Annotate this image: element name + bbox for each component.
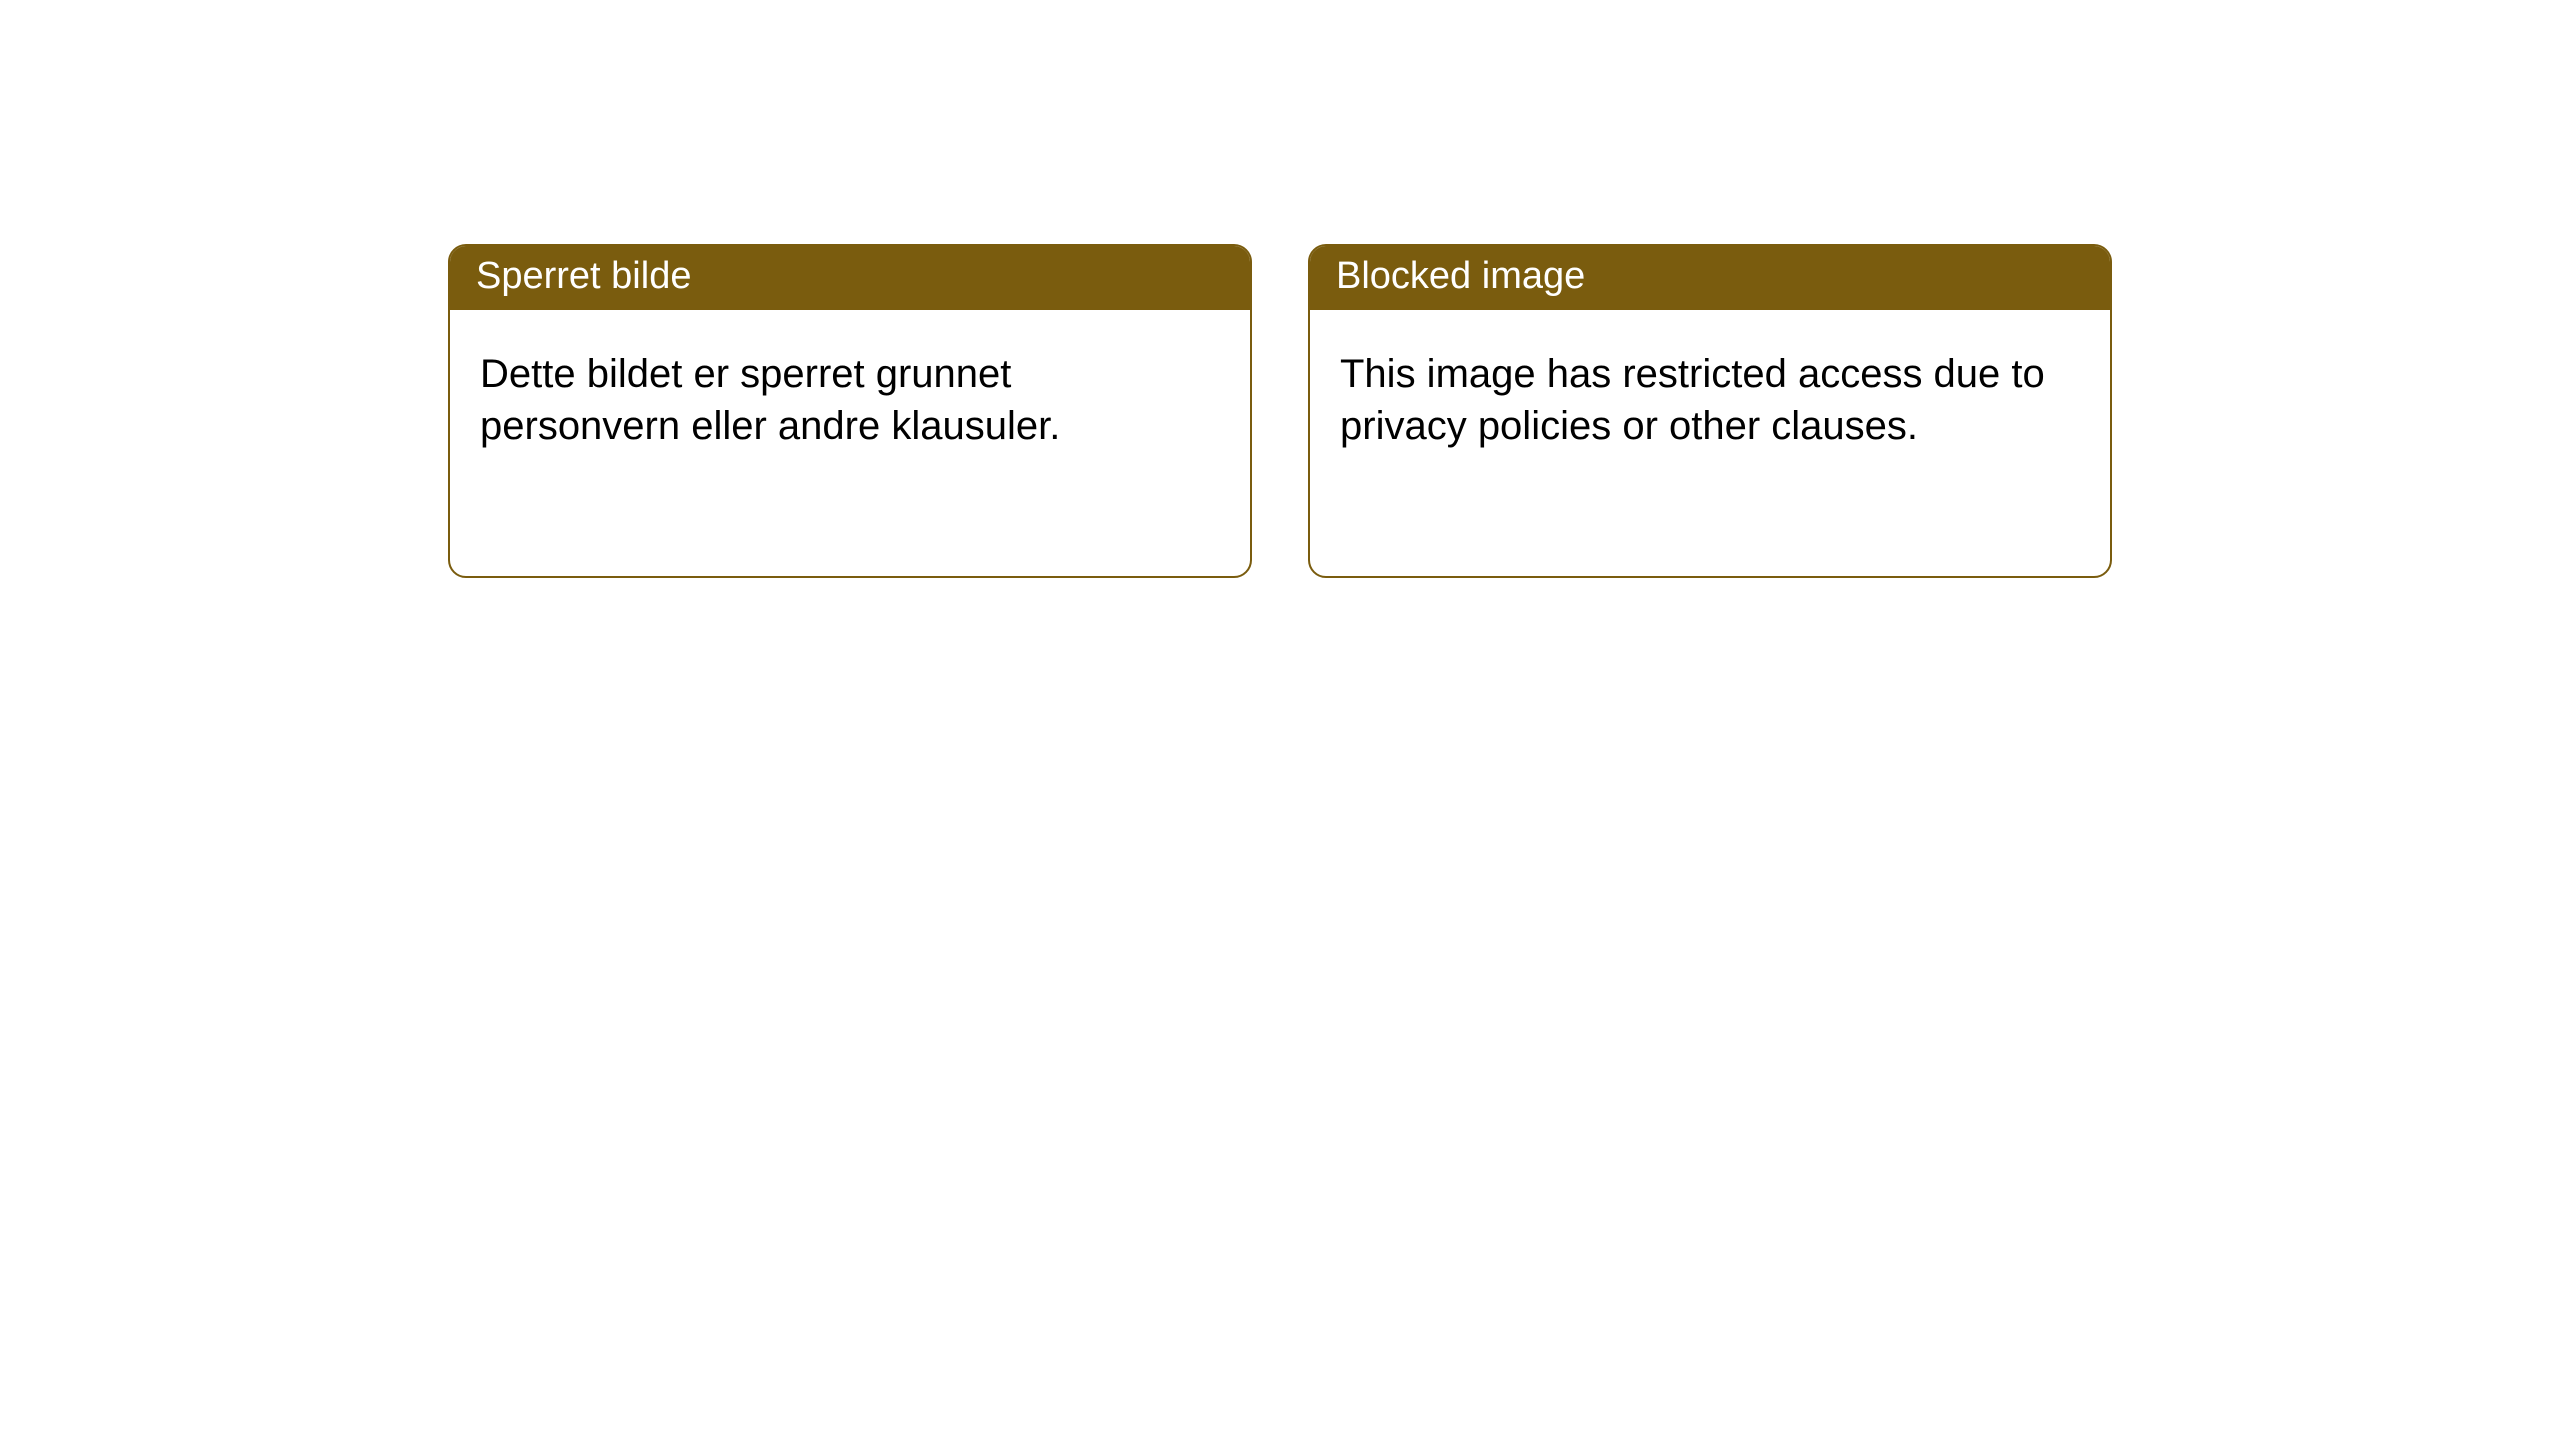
notice-box-english: Blocked image This image has restricted … [1308,244,2112,578]
notice-title: Sperret bilde [476,255,691,297]
notice-body: This image has restricted access due to … [1310,310,2110,482]
notice-box-norwegian: Sperret bilde Dette bildet er sperret gr… [448,244,1252,578]
notice-header: Blocked image [1310,246,2110,310]
notice-body-text: This image has restricted access due to … [1340,352,2045,448]
notice-container: Sperret bilde Dette bildet er sperret gr… [448,244,2560,578]
notice-header: Sperret bilde [450,246,1250,310]
notice-title: Blocked image [1336,255,1585,297]
notice-body-text: Dette bildet er sperret grunnet personve… [480,352,1060,448]
notice-body: Dette bildet er sperret grunnet personve… [450,310,1250,482]
